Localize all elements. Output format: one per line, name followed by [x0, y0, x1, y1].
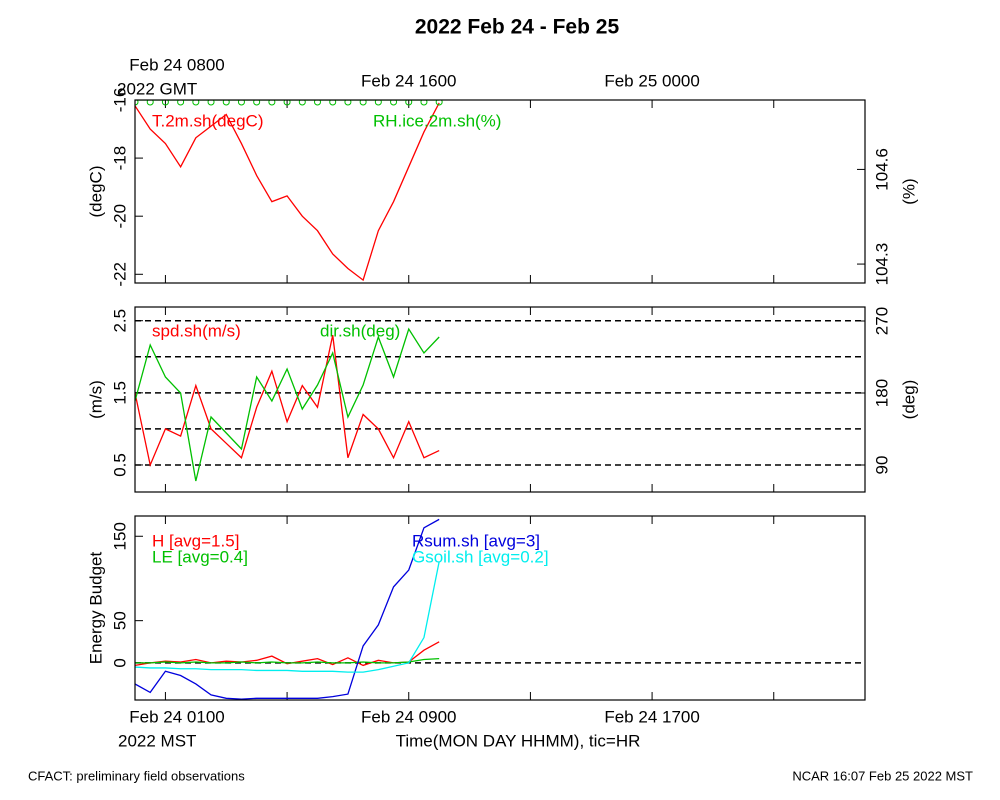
y-tick-label: -22: [110, 262, 129, 287]
series-line: [135, 657, 440, 664]
plot-frame: [134, 99, 866, 284]
series-group: [135, 518, 440, 700]
series-label: LE [avg=0.4]: [152, 547, 248, 566]
y-tick-label: 0.5: [110, 453, 129, 477]
series-marker: [435, 100, 443, 106]
x-tick-label: Feb 24 0100: [129, 707, 224, 726]
y2-axis-label: (%): [899, 178, 918, 204]
series-line: [135, 561, 440, 673]
y-tick-label: 2.5: [110, 309, 129, 333]
y-tick-label: 0: [110, 658, 129, 667]
series-label: RH.ice.2m.sh(%): [373, 111, 501, 130]
series-line: [135, 102, 440, 282]
y2-tick-label: 180: [872, 379, 891, 407]
series-line: [135, 641, 440, 667]
plot-frame: [134, 306, 866, 493]
series-marker: [344, 100, 352, 106]
series-marker: [283, 100, 291, 106]
series-marker: [146, 100, 154, 106]
x-axis-label: Time(MON DAY HHMM), tic=HR: [396, 731, 641, 750]
series-marker: [359, 100, 367, 106]
series-marker: [268, 100, 276, 106]
x2-tick-label: Feb 24 1600: [361, 71, 456, 90]
series-marker: [420, 100, 428, 106]
x-note: 2022 MST: [118, 731, 196, 750]
plot-frame: [134, 515, 866, 701]
series-label: H [avg=1.5]: [152, 531, 239, 550]
x2-tick-label: Feb 25 0000: [604, 71, 699, 90]
series-marker: [298, 100, 306, 106]
y2-tick-label: 270: [872, 307, 891, 335]
series-group: [135, 327, 440, 482]
y-axis-label: Energy Budget: [86, 551, 105, 664]
series-marker: [207, 100, 215, 106]
series-marker: [161, 100, 169, 106]
y2-tick-label: 104.3: [872, 243, 891, 286]
series-marker: [374, 100, 382, 106]
y-tick-label: -16: [110, 88, 129, 113]
y-tick-label: 1.5: [110, 381, 129, 405]
footer-right: NCAR 16:07 Feb 25 2022 MST: [792, 768, 973, 783]
y-axis-label: (degC): [86, 166, 105, 218]
series-label: Gsoil.sh [avg=0.2]: [412, 547, 549, 566]
series-marker: [314, 100, 321, 106]
series-label: dir.sh(deg): [320, 321, 400, 340]
chart-title: 2022 Feb 24 - Feb 25: [415, 16, 620, 39]
y2-tick-label: 90: [872, 456, 891, 475]
x2-note: 2022 GMT: [117, 79, 197, 98]
footer-left: CFACT: preliminary field observations: [28, 768, 245, 783]
series-label: Rsum.sh [avg=3]: [412, 531, 540, 550]
y-tick-label: -20: [110, 204, 129, 229]
series-marker: [192, 100, 200, 106]
x-tick-label: Feb 24 1700: [604, 707, 699, 726]
y-tick-label: -18: [110, 146, 129, 171]
series-label: T.2m.sh(degC): [152, 111, 263, 130]
y-axis-label: (m/s): [86, 380, 105, 419]
y2-tick-label: 104.6: [872, 148, 891, 191]
series-marker: [390, 100, 398, 106]
series-line: [135, 518, 440, 700]
series-marker: [177, 100, 185, 106]
series-marker: [135, 100, 139, 106]
y-tick-label: 50: [110, 611, 129, 630]
series-line: [135, 334, 440, 468]
x-tick-label: Feb 24 0900: [361, 707, 456, 726]
series-label: spd.sh(m/s): [152, 321, 241, 340]
series-group: [135, 100, 443, 282]
series-marker: [222, 100, 230, 106]
x2-tick-label: Feb 24 0800: [129, 55, 224, 74]
series-marker: [253, 100, 261, 106]
series-marker: [405, 100, 413, 106]
series-marker: [329, 100, 337, 106]
y-tick-label: 150: [110, 522, 129, 550]
series-line: [135, 327, 440, 482]
y2-axis-label: (deg): [899, 380, 918, 420]
series-marker: [237, 100, 245, 106]
